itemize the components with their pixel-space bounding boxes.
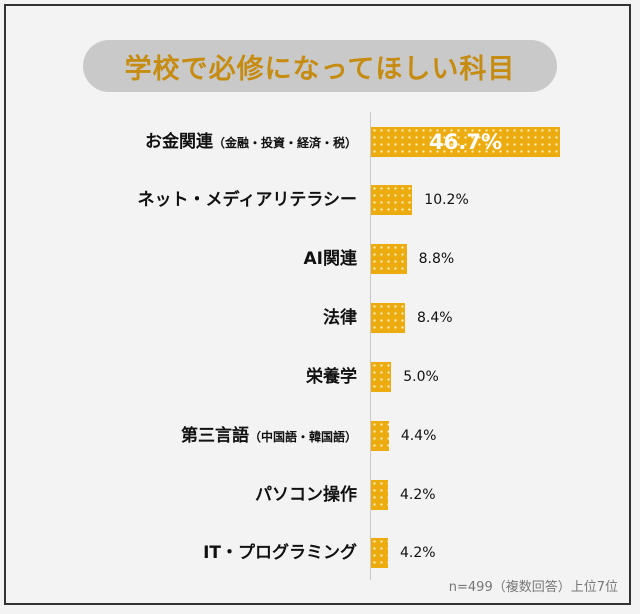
- value-label: 5.0%: [403, 369, 439, 385]
- frame-border: [4, 4, 631, 605]
- value-label: 8.8%: [418, 251, 455, 267]
- category-label: 第三言語（中国語・韓国語）: [181, 421, 357, 451]
- category-main: ネット・メディアリテラシー: [137, 190, 357, 210]
- category-main: お金関連: [144, 132, 213, 152]
- bar: [371, 421, 389, 451]
- value-label: 8.4%: [417, 310, 453, 326]
- category-main: IT・プログラミング: [203, 543, 357, 563]
- bar: [371, 538, 388, 568]
- category-main: 第三言語: [180, 426, 249, 446]
- value-label: 4.4%: [400, 428, 437, 444]
- value-label: 10.2%: [424, 192, 469, 208]
- category-label: お金関連（金融・投資・経済・税）: [145, 127, 357, 157]
- bar: [371, 185, 413, 215]
- bar: [371, 362, 392, 392]
- category-label: ネット・メディアリテラシー: [138, 185, 357, 215]
- category-main: パソコン操作: [255, 485, 357, 505]
- chart-title: 学校で必修になってほしい科目: [83, 40, 557, 92]
- category-main: 法律: [323, 308, 357, 328]
- category-label: 法律: [323, 303, 357, 333]
- value-label: 4.2%: [400, 487, 436, 503]
- category-main: 栄養学: [306, 367, 357, 387]
- sample-note: n=499（複数回答）上位7位: [448, 580, 618, 595]
- bar: [371, 244, 407, 274]
- category-label: 栄養学: [306, 362, 357, 392]
- bar: [371, 127, 561, 157]
- category-sub: （金融・投資・経済・税）: [212, 136, 357, 150]
- value-label: 4.2%: [400, 545, 436, 561]
- category-label: パソコン操作: [255, 480, 357, 510]
- bar: [371, 303, 406, 333]
- value-label: 46.7%: [429, 130, 502, 154]
- y-axis-line: [370, 112, 371, 580]
- category-label: AI関連: [304, 244, 357, 274]
- category-sub: （中国語・韓国語）: [248, 430, 357, 444]
- category-main: AI関連: [303, 249, 357, 269]
- bar: [371, 480, 388, 510]
- category-label: IT・プログラミング: [203, 538, 357, 568]
